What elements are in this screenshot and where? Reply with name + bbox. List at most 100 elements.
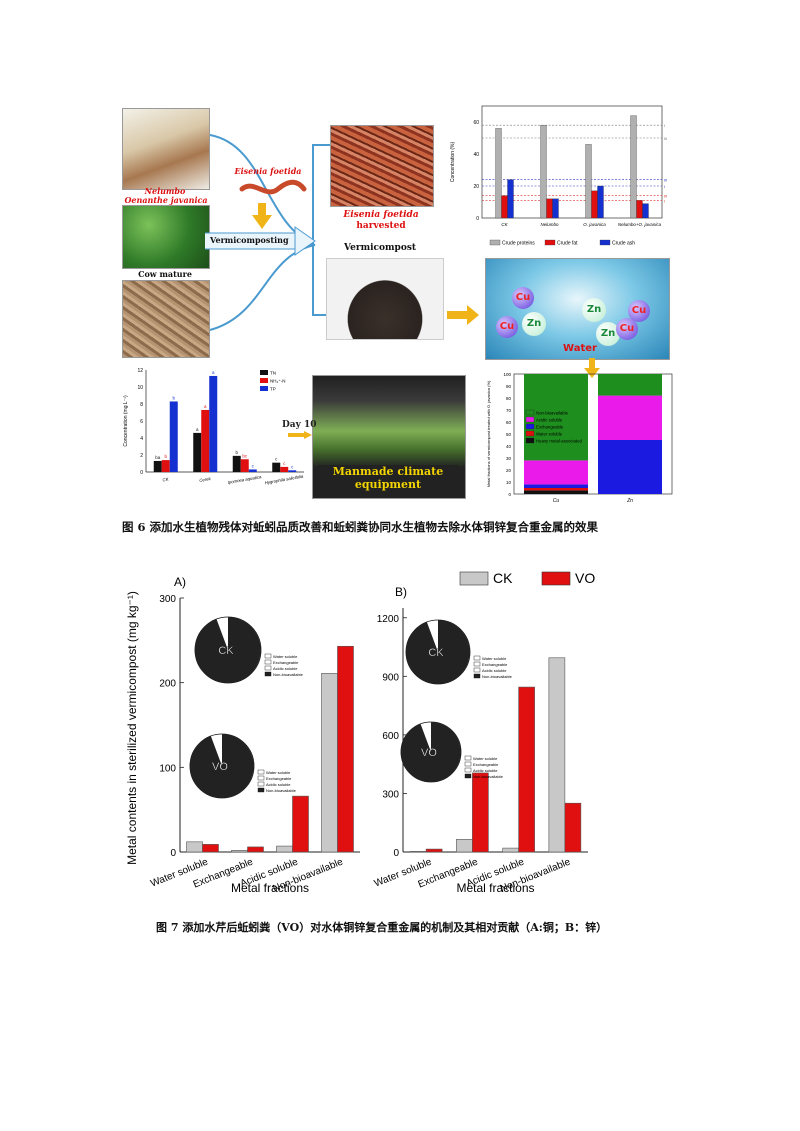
y-tick-label: 90 (506, 384, 512, 389)
bar (248, 469, 257, 472)
earthworm-photo (330, 125, 434, 207)
pie-legend-swatch (473, 667, 481, 673)
significance-letter: b (235, 450, 238, 455)
bar (288, 470, 297, 472)
bar-ck (409, 851, 427, 853)
significance-letter: ba (155, 455, 161, 460)
x-axis-label: Metal fractions (231, 881, 309, 895)
pie-legend-swatch (257, 787, 265, 793)
bar (193, 432, 202, 472)
x-tick-label: Nelumbo+O. javanica (618, 222, 662, 227)
pie-legend-swatch (264, 653, 272, 659)
reference-label: III (664, 178, 667, 183)
significance-letter: c (252, 463, 255, 468)
pie-legend-label: Water soluble (473, 756, 498, 761)
stacked-segment (598, 440, 662, 494)
legend-swatch (260, 386, 268, 391)
bar (546, 198, 553, 219)
y-tick-label: 1200 (377, 614, 400, 625)
legend-swatch (459, 571, 489, 586)
harvested-label: harvested (356, 221, 406, 231)
stacked-segment (524, 490, 588, 494)
stacked-segment (524, 460, 588, 485)
y-tick-label: 600 (382, 731, 399, 742)
pie-legend-label: Exchangeable (473, 762, 499, 767)
y-tick-label: 300 (159, 594, 176, 605)
y-tick-label: 30 (506, 456, 512, 461)
bar (232, 455, 241, 472)
y-tick-label: 50 (506, 432, 512, 437)
bar-ck (276, 845, 293, 853)
y-tick-label: 100 (503, 372, 511, 377)
pie-legend-swatch (473, 673, 481, 679)
legend-swatch (525, 409, 535, 416)
x-tick-label: O. javanica (583, 222, 606, 227)
legend-label: CK (493, 570, 513, 586)
y-tick-label: 40 (506, 444, 512, 449)
y-tick-label: 4 (140, 436, 143, 442)
legend-swatch (525, 437, 535, 444)
oenanthe-label: Oenanthe javanica (124, 195, 208, 205)
bar-vo (292, 795, 309, 853)
pie-legend-swatch (464, 773, 472, 779)
y-tick-label: 300 (382, 789, 399, 800)
x-tick-label: Cerek (199, 476, 212, 483)
bar-vo (472, 772, 489, 853)
oenanthe-photo (122, 205, 210, 269)
down-arrow (252, 203, 272, 229)
x-tick-label: Cu (553, 498, 560, 504)
chart-metal-fractions: 0 10 20 30 40 50 60 70 80 90 100 Metal fractions of… (486, 372, 673, 504)
plot-frame (513, 373, 673, 495)
stacked-segment (524, 484, 588, 488)
pie-legend-label: Exchangeable (482, 662, 508, 667)
legend-label: Crude proteins (502, 241, 535, 247)
pie-legend-swatch (464, 767, 472, 773)
legend-label: Exchangeable (536, 425, 564, 430)
legend-label: VO (575, 570, 595, 586)
pie-label: VO (421, 747, 437, 759)
y-tick-label: 20 (506, 468, 512, 473)
pie-legend-swatch (257, 769, 265, 775)
bar-vo (247, 846, 264, 853)
pie-legend-label: Water soluble (273, 654, 298, 659)
bar (501, 195, 508, 219)
bar (209, 375, 218, 472)
nelumbo-label: Nelumbo (144, 186, 186, 196)
bar (153, 460, 162, 472)
y-tick-label: 6 (140, 419, 143, 425)
pie-legend-swatch (257, 781, 265, 787)
bar-ck (502, 847, 519, 853)
y-tick-label: 100 (159, 763, 176, 774)
y-tick-label: 12 (137, 368, 143, 374)
y-tick-label: 0 (170, 848, 176, 859)
legend-label: Heavy metal-associated (536, 439, 582, 444)
ion-cu-2: Cu (496, 316, 518, 338)
x-axis-label: Metal fractions (456, 881, 534, 895)
x-tick-label: CK (501, 222, 508, 227)
bar-vo (564, 802, 582, 853)
pie-slice (189, 734, 254, 798)
y-tick-label: 60 (506, 420, 512, 425)
ion-zn-2: Zn (582, 298, 606, 322)
pie-legend-swatch (257, 775, 265, 781)
water-label: Water (563, 343, 597, 354)
plot-frame (481, 105, 663, 219)
vermicompost-label: Vermicompost (343, 243, 417, 253)
bar (585, 144, 592, 219)
bar (636, 200, 643, 219)
figure-7-chart: CK VO Metal contents in sterilized vermico… (125, 570, 595, 895)
bar (169, 401, 178, 472)
pie-legend-swatch (264, 659, 272, 665)
ion-cu-3: Cu (628, 300, 650, 322)
legend-label: NH₄⁺-N (270, 379, 285, 384)
y-tick-label: 2 (140, 453, 143, 459)
legend-label: Crude ash (612, 241, 635, 247)
down-arrow-2 (584, 358, 600, 378)
pie-legend-label: Exchangeable (273, 660, 299, 665)
y-axis-label: Concentration (%) (450, 142, 456, 183)
legend-label: Water soluble (536, 432, 563, 437)
pie-legend-label: Acidic soluble (266, 782, 291, 787)
bar (540, 125, 547, 219)
x-tick-label: Hygrophila salicifolia (264, 474, 304, 486)
